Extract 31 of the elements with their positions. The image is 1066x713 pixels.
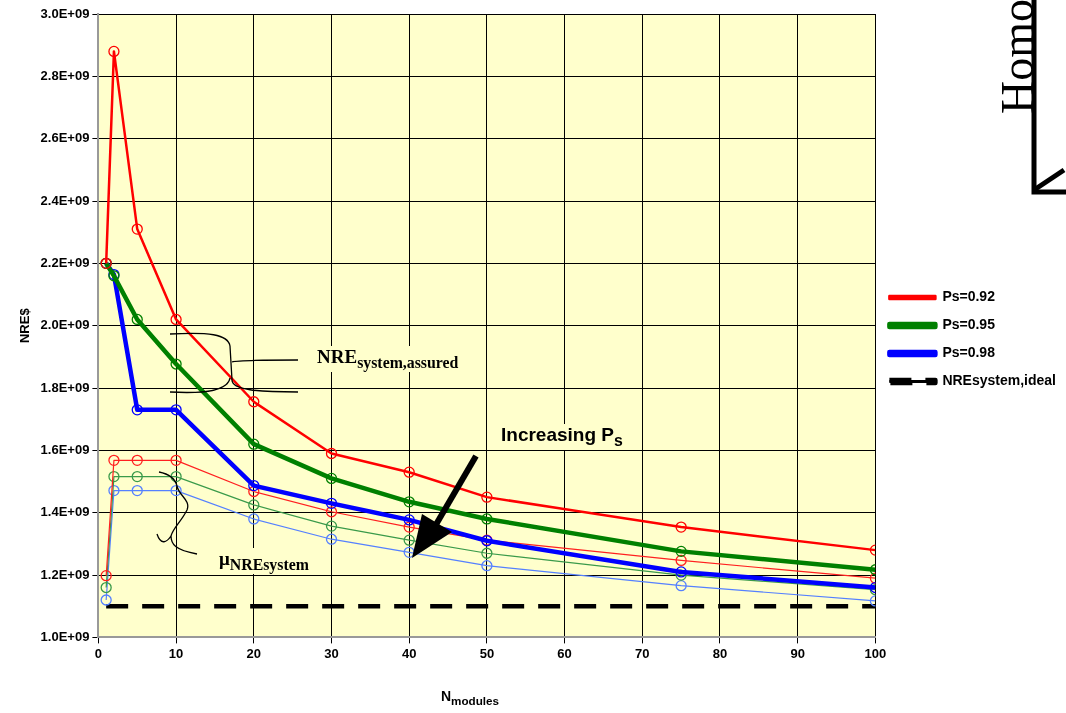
y-tick-label: 1.6E+09 [40,441,90,457]
y-tick-label: 2.6E+09 [40,130,90,146]
x-tick-label: 10 [168,645,184,661]
legend-label: Ps=0.98 [942,344,996,361]
x-axis-title: N$_{modules}$ [439,688,501,707]
x-tick-label: 50 [479,645,495,661]
x-tick-label: 30 [324,645,339,661]
x-tick-label: 60 [557,645,572,661]
annotation: μ$_{NREsystem}$ [216,548,312,574]
annotation: Increasing P$_{s}$ [498,424,626,450]
x-tick-label: 100 [864,645,887,661]
x-tick-label: 0 [94,645,103,661]
annotation: NRE$_{system,assured}$ [314,346,462,372]
y-tick-label: 1.2E+09 [40,566,90,582]
x-tick-label: 70 [635,645,650,661]
y-tick-label: 1.0E+09 [40,628,90,644]
y-axis-title: NRE$ [17,307,33,344]
x-tick-label: 90 [790,645,805,661]
y-tick-label: 2.0E+09 [40,317,90,333]
legend-label: Ps=0.92 [942,288,996,305]
legend-label: Ps=0.95 [942,316,996,333]
y-tick-label: 1.4E+09 [40,504,90,520]
x-tick-label: 20 [246,645,262,661]
x-tick-label: 40 [401,645,417,661]
y-tick-label: 1.8E+09 [40,379,90,395]
x-tick-label: 80 [712,645,728,661]
y-tick-label: 2.2E+09 [40,254,90,270]
y-tick-label: 2.4E+09 [40,192,90,208]
legend-label: NREsystem,ideal [942,372,1056,389]
y-tick-label: 3.0E+09 [40,5,90,21]
y-tick-label: 2.8E+09 [40,67,90,83]
